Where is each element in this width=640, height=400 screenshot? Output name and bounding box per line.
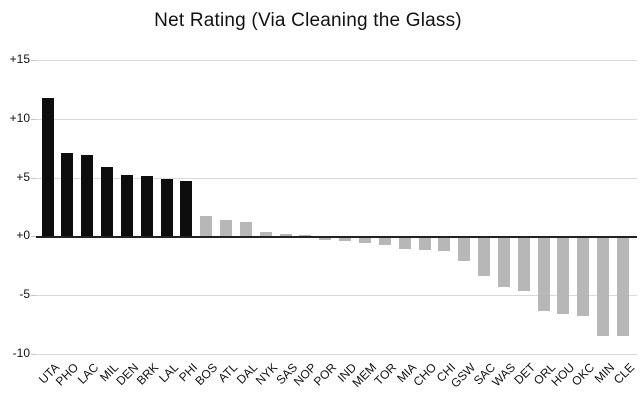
bar-min [597,236,609,336]
bar-lal [161,179,173,237]
bar-atl [220,220,232,236]
y-tick-label: +15 [9,52,30,66]
bar-was [498,236,510,287]
bar-sac [478,236,490,276]
bar-phi [180,181,192,236]
y-axis-tick [31,119,36,120]
bar-cle [617,236,629,336]
bar-cho [419,236,431,250]
bar-tor [379,236,391,245]
bar-hou [557,236,569,314]
zero-axis-line [36,236,637,238]
gridline-+5 [36,178,637,179]
bar-det [518,236,530,291]
bar-ind [339,236,351,241]
bar-orl [538,236,550,311]
bar-okc [577,236,589,316]
gridline--10 [36,354,637,355]
gridline-+10 [36,119,637,120]
bar-mem [359,236,371,243]
gridline-+15 [36,60,637,61]
y-tick-label: +5 [16,170,30,184]
bar-den [121,175,133,236]
bar-nop [299,235,311,236]
bar-mia [399,236,411,249]
bar-gsw [458,236,470,261]
bar-pho [61,153,73,236]
bar-chi [438,236,450,251]
gridline--5 [36,295,637,296]
y-tick-label: -10 [12,346,30,360]
y-tick-label: +0 [16,228,30,242]
chart-title: Net Rating (Via Cleaning the Glass) [154,10,462,31]
y-axis-tick [31,236,36,237]
bar-brk [141,176,153,236]
bar-bos [200,216,212,236]
bar-sas [280,234,292,236]
y-axis-tick [31,178,36,179]
y-tick-label: +10 [9,111,30,125]
bar-uta [42,98,54,237]
bar-por [319,236,331,240]
bar-dal [240,222,252,236]
y-axis-tick [31,60,36,61]
bar-mil [101,167,113,236]
y-tick-label: -5 [19,287,30,301]
bar-lac [81,155,93,236]
y-axis-tick [31,295,36,296]
bar-nyk [260,232,272,237]
y-axis-tick [31,354,36,355]
